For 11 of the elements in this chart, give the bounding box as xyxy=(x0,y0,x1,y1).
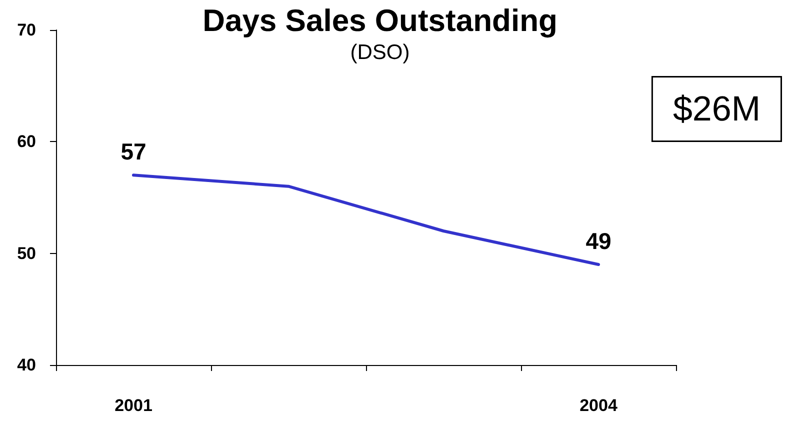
chart-title: Days Sales Outstanding xyxy=(202,3,558,38)
data-label: 49 xyxy=(586,228,612,254)
y-tick-label: 60 xyxy=(17,132,36,152)
x-tick-label: 2004 xyxy=(580,396,618,415)
data-label: 57 xyxy=(120,138,146,165)
x-tick-label: 2001 xyxy=(114,396,152,415)
y-tick-label: 40 xyxy=(17,356,36,374)
y-tick-label: 70 xyxy=(17,20,36,40)
y-tick-label: 50 xyxy=(17,244,36,263)
annotation: $26M xyxy=(672,90,761,128)
text: (DSO) xyxy=(350,41,410,64)
